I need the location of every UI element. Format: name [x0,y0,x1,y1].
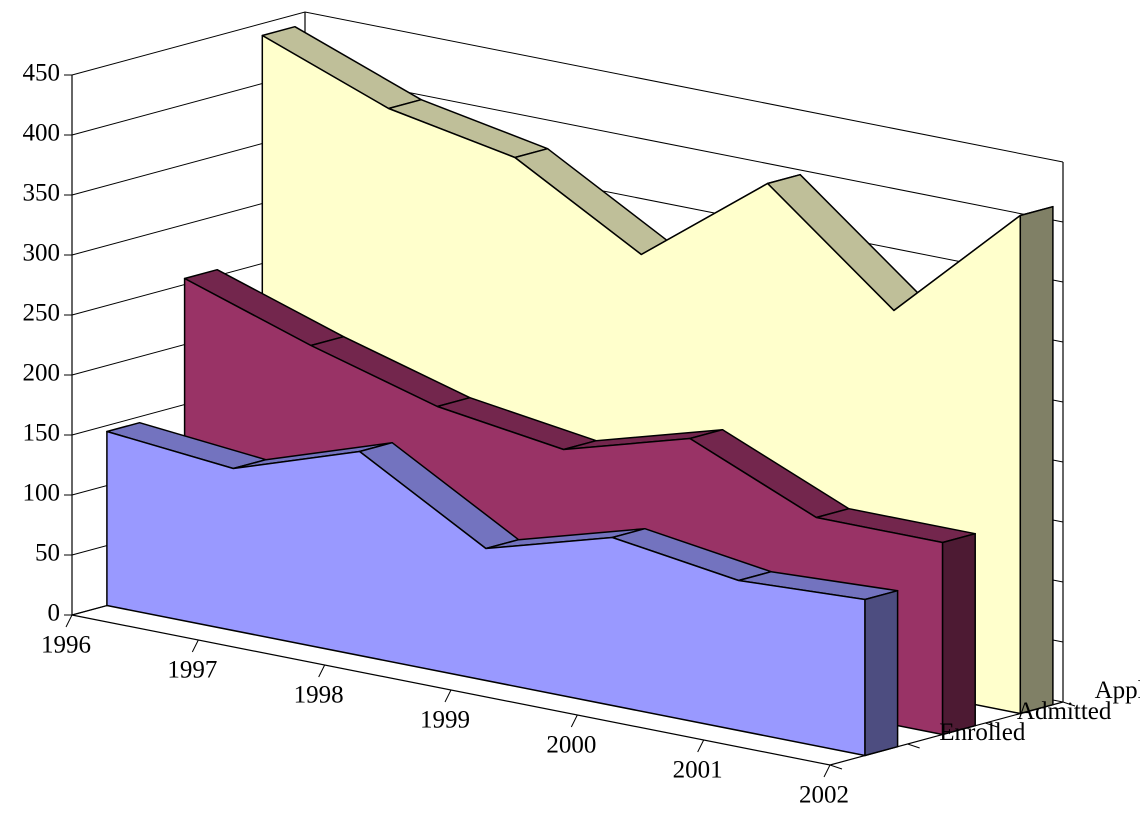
y-tick-label: 150 [23,420,61,447]
ribbon-end [1019,205,1054,715]
series-label: Applied [1095,677,1140,704]
ribbon-end [941,532,976,736]
y-tick-label: 300 [23,240,61,267]
x-tick [65,614,73,628]
y-tick-label: 50 [35,540,60,567]
x-tick [570,714,578,728]
z-tick [1062,701,1076,707]
ribbon-front [106,430,866,757]
x-tick-label: 2001 [673,757,723,784]
x-tick [318,664,326,678]
x-tick-label: 1996 [41,632,91,659]
series-label: Enrolled [939,719,1026,746]
ribbon-end [864,589,899,757]
x-tick [697,739,705,753]
z-tick [985,722,998,728]
y-tick-label: 0 [48,600,61,627]
x-tick [823,764,831,778]
y-tick-label: 100 [23,480,61,507]
z-tick [907,743,920,749]
x-tick-label: 1999 [420,707,470,734]
z-tick [829,764,843,770]
x-tick-label: 1997 [167,657,217,684]
y-tick-label: 450 [23,60,61,87]
series-label: Admitted [1017,698,1112,725]
y-tick-label: 400 [23,120,61,147]
x-tick [191,639,199,653]
x-tick-label: 2002 [799,782,849,809]
grid-line [71,11,1064,163]
x-tick-label: 1998 [294,682,344,709]
x-tick-label: 2000 [546,732,596,759]
x-tick [444,689,452,703]
y-tick-label: 350 [23,180,61,207]
y-tick-label: 200 [23,360,61,387]
y-tick-label: 250 [23,300,61,327]
